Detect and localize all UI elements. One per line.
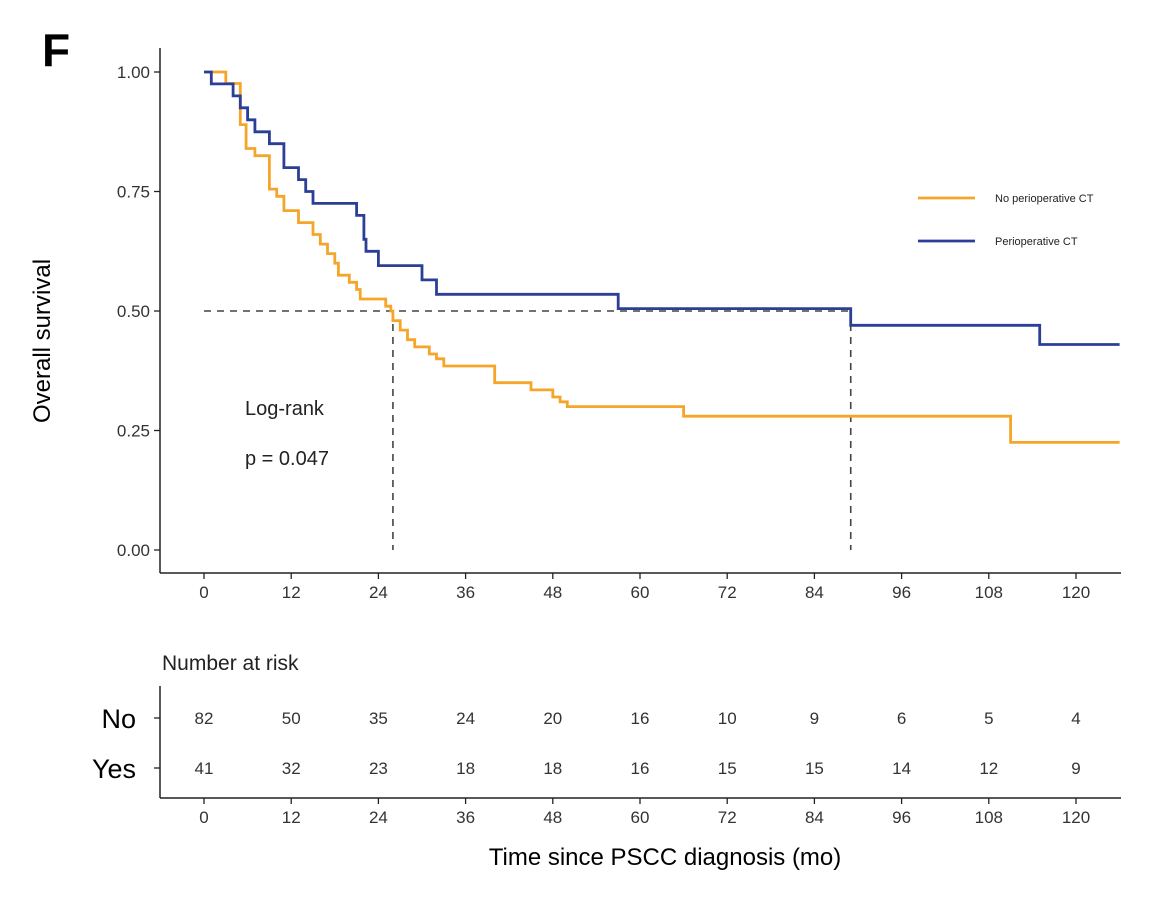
risk-count: 18 <box>456 759 475 778</box>
risk-x-tick-label: 108 <box>975 808 1003 827</box>
risk-x-tick-label: 120 <box>1062 808 1090 827</box>
risk-count: 9 <box>1071 759 1080 778</box>
x-tick-label: 72 <box>718 583 737 602</box>
risk-x-tick-label: 84 <box>805 808 824 827</box>
risk-count: 10 <box>718 709 737 728</box>
risk-x-tick-label: 60 <box>631 808 650 827</box>
y-tick-label: 0.75 <box>117 183 150 202</box>
main-axes: 0.00 0.25 0.50 0.75 1.00 0 12 24 36 48 60 72 84 96 108… <box>117 48 1121 602</box>
risk-x-tick-label: 72 <box>718 808 737 827</box>
risk-group-label: No <box>101 704 136 734</box>
risk-x-tick-label: 96 <box>892 808 911 827</box>
series-line-no-ct <box>204 70 1120 444</box>
risk-count: 9 <box>810 709 819 728</box>
risk-count: 15 <box>805 759 824 778</box>
risk-count: 20 <box>543 709 562 728</box>
risk-count: 4 <box>1071 709 1080 728</box>
x-tick-label: 96 <box>892 583 911 602</box>
risk-x-tick-label: 12 <box>282 808 301 827</box>
x-tick-label: 0 <box>199 583 208 602</box>
y-tick-label: 1.00 <box>117 63 150 82</box>
annotation-p-value: p = 0.047 <box>245 448 329 470</box>
risk-count: 50 <box>282 709 301 728</box>
x-tick-label: 84 <box>805 583 824 602</box>
series-line-ct <box>204 70 1120 346</box>
x-tick-label: 120 <box>1062 583 1090 602</box>
risk-count: 41 <box>195 759 214 778</box>
median-reference-lines <box>204 310 852 550</box>
risk-count: 12 <box>979 759 998 778</box>
risk-group-label: Yes <box>92 754 136 784</box>
risk-x-tick-label: 24 <box>369 808 388 827</box>
x-tick-label: 36 <box>456 583 475 602</box>
panel-letter: F <box>42 24 70 76</box>
risk-count: 16 <box>631 759 650 778</box>
risk-x-tick-label: 48 <box>543 808 562 827</box>
legend: No perioperative CT Perioperative CT <box>918 193 1094 248</box>
y-tick-label: 0.25 <box>117 422 150 441</box>
risk-x-tick-label: 36 <box>456 808 475 827</box>
x-axis-title: Time since PSCC diagnosis (mo) <box>489 844 842 871</box>
risk-count: 24 <box>456 709 475 728</box>
y-axis-title: Overall survival <box>29 259 56 423</box>
risk-table-title: Number at risk <box>162 652 299 675</box>
annotation-log-rank: Log-rank <box>245 398 325 420</box>
risk-count: 35 <box>369 709 388 728</box>
legend-label: Perioperative CT <box>995 236 1078 248</box>
x-tick-label: 48 <box>543 583 562 602</box>
risk-count: 15 <box>718 759 737 778</box>
y-tick-label: 0.00 <box>117 541 150 560</box>
y-tick-label: 0.50 <box>117 302 150 321</box>
legend-label: No perioperative CT <box>995 193 1094 205</box>
risk-count: 32 <box>282 759 301 778</box>
risk-count: 23 <box>369 759 388 778</box>
risk-count: 18 <box>543 759 562 778</box>
survival-curves <box>204 70 1120 444</box>
risk-count: 16 <box>631 709 650 728</box>
x-tick-label: 60 <box>631 583 650 602</box>
risk-count: 6 <box>897 709 906 728</box>
risk-count: 14 <box>892 759 911 778</box>
risk-x-tick-label: 0 <box>199 808 208 827</box>
x-tick-label: 108 <box>975 583 1003 602</box>
risk-count: 82 <box>195 709 214 728</box>
x-tick-label: 12 <box>282 583 301 602</box>
risk-count: 5 <box>984 709 993 728</box>
x-tick-label: 24 <box>369 583 388 602</box>
